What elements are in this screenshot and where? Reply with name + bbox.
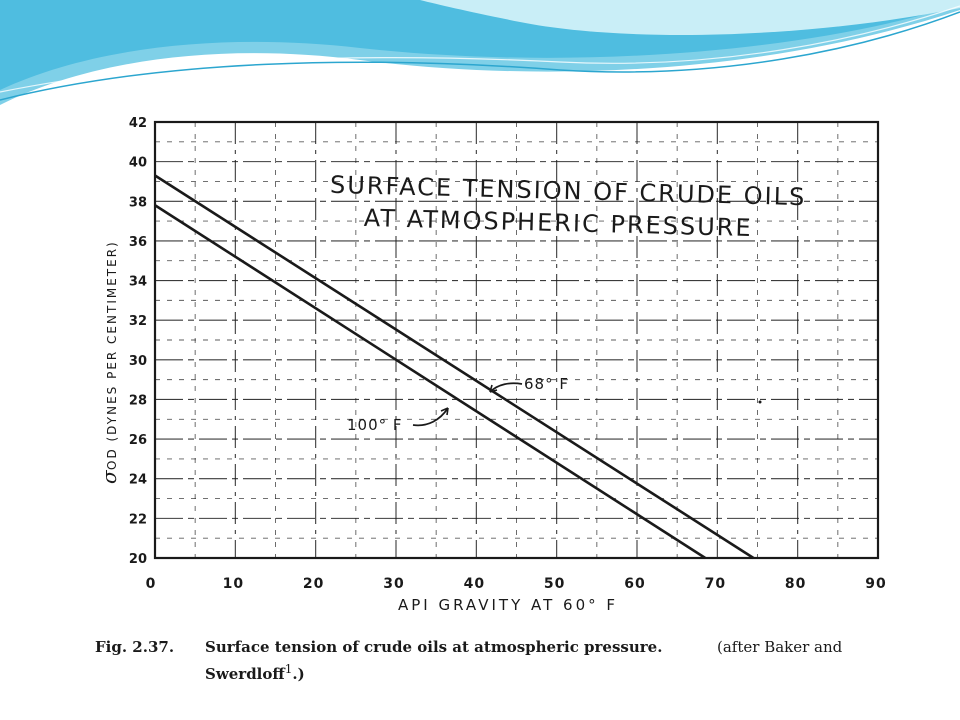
x-tick-label: 30	[383, 576, 404, 592]
y-tick-label: 34	[129, 275, 147, 290]
arrow-100f	[440, 407, 449, 416]
y-tick-label: 42	[129, 116, 147, 131]
y-tick-label: 38	[129, 195, 147, 210]
arrow-68f	[489, 384, 498, 393]
y-tick-label: 26	[129, 433, 147, 448]
chart-grid	[154, 121, 879, 559]
chart-frame	[153, 120, 880, 560]
x-tick-label: 80	[785, 576, 806, 592]
y-tick-label: 20	[129, 552, 147, 567]
y-axis-label: OD (DYNES PER CENTIMETER)	[105, 240, 119, 470]
x-tick-label: 70	[705, 576, 726, 592]
plot-border	[153, 120, 880, 560]
x-tick-label: 10	[223, 576, 244, 592]
x-tick-label: 90	[865, 576, 886, 592]
y-tick-label: 22	[129, 512, 147, 527]
series-line-100f	[154, 204, 706, 560]
stray-dot	[758, 400, 762, 404]
x-tick-label: 40	[464, 576, 485, 592]
y-tick-label: 40	[129, 156, 147, 171]
y-tick-label: 28	[129, 393, 147, 408]
y-tick-label: 30	[129, 354, 147, 369]
caption-after: (after Baker and	[717, 638, 843, 656]
y-tick-label: 36	[129, 235, 147, 250]
y-axis-label-group: σOD (DYNES PER CENTIMETER)	[97, 240, 121, 484]
series-line-68f	[154, 174, 755, 560]
x-tick-label: 0	[146, 576, 157, 592]
series-label-68f: 68° F	[524, 375, 569, 393]
caption-line-1: Surface tension of crude oils at atmosph…	[205, 638, 663, 656]
leader-68f	[489, 382, 523, 393]
decorative-banner	[0, 0, 960, 105]
chart-series	[154, 174, 755, 560]
leader-100f	[412, 407, 449, 427]
x-tick-label: 50	[544, 576, 565, 592]
y-tick-label: 32	[129, 314, 147, 329]
caption-fig-number: Fig. 2.37.	[95, 638, 175, 656]
x-axis-label: API GRAVITY AT 60° F	[398, 596, 618, 614]
y-axis-sigma: σ	[97, 469, 121, 484]
x-tick-label: 20	[303, 576, 324, 592]
caption-ref: 1	[284, 662, 293, 676]
series-label-100f: 100° F	[347, 416, 403, 434]
chart-subtitle: AT ATMOSPHERIC PRESSURE	[363, 204, 753, 242]
chart-ticks: 0 10 20 30 40 50 60 70 80 90 20 22 24 26 28 30 32 34 36 38 4…	[129, 116, 886, 592]
y-tick-label: 24	[129, 473, 147, 488]
x-tick-label: 60	[624, 576, 645, 592]
caption-line-2: Swerdloff1.)	[205, 662, 305, 683]
